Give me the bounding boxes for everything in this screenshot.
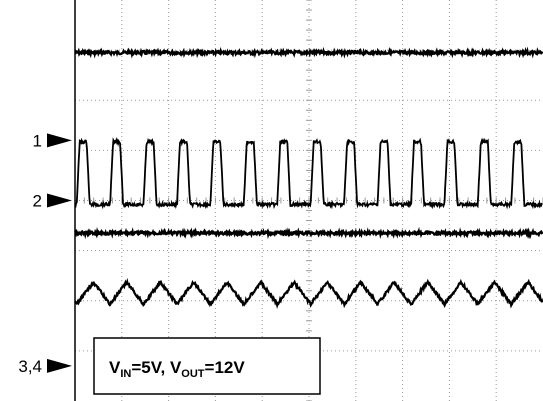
channel-markers: 123,4 [18, 131, 72, 376]
channel-marker: 2 [33, 192, 72, 211]
svg-text:VIN=5V, VOUT=12V: VIN=5V, VOUT=12V [109, 358, 245, 380]
trace-switch_node [74, 136, 543, 210]
condition-label: VIN=5V, VOUT=12V [93, 337, 321, 395]
vout-subscript: OUT [181, 368, 205, 380]
vin-subscript: IN [120, 368, 131, 380]
channel-marker: 3,4 [18, 357, 72, 376]
marker-label: 1 [33, 131, 42, 150]
trace-dc_top [74, 46, 543, 59]
marker-label: 3,4 [18, 357, 42, 376]
graticule [74, 0, 543, 401]
vout-symbol: V [170, 358, 182, 377]
marker-arrow-icon [47, 358, 72, 373]
channel-marker: 1 [33, 131, 72, 150]
waveform-traces [74, 46, 543, 310]
condition-label-box [93, 337, 321, 395]
marker-arrow-icon [47, 133, 72, 148]
trace-ripple [74, 277, 543, 310]
vout-value: =12V [205, 358, 246, 377]
marker-label: 2 [33, 192, 42, 211]
marker-arrow-icon [47, 193, 72, 208]
trace-dc_mid [74, 226, 543, 240]
vin-value: =5V, [131, 358, 170, 377]
vin-symbol: V [109, 358, 121, 377]
